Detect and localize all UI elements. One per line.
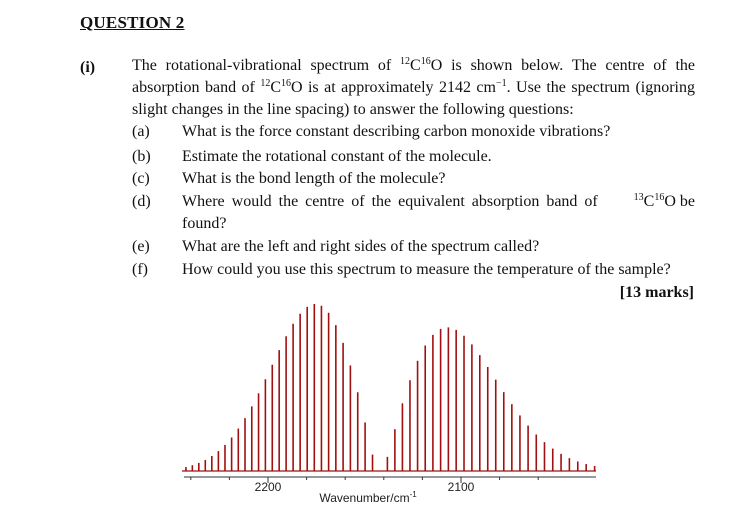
item-e-label: (e) xyxy=(132,238,150,255)
item-d-symbol-c: C xyxy=(643,193,655,210)
x-axis-ticks xyxy=(190,477,539,483)
isotope-symbol-c: C xyxy=(410,57,421,74)
item-e-text: What are the left and right sides of the… xyxy=(182,238,540,255)
intro-text-2: is shown below. The centre of the absorp… xyxy=(132,57,695,96)
item-f-label: (f) xyxy=(132,261,148,278)
tick-label-2200: 2200 xyxy=(255,480,282,494)
item-d-text-cont: found? xyxy=(182,215,227,232)
item-c-label: (c) xyxy=(132,170,150,187)
item-d-mass-c: 13 xyxy=(633,192,644,203)
isotope-symbol-o: O xyxy=(430,57,443,74)
isotope-mass-c: 12 xyxy=(400,56,411,67)
isotope-mass-c-2: 12 xyxy=(260,78,271,89)
intro-text-1: The rotational-vibrational spectrum of xyxy=(132,57,401,74)
item-d-mass-o: 16 xyxy=(654,192,665,203)
tick-label-2100: 2100 xyxy=(448,480,475,494)
item-d-text-pre: Where would the centre of the equivalent… xyxy=(182,193,598,210)
item-a-label: (a) xyxy=(132,123,150,140)
isotope-symbol-c-2: C xyxy=(270,79,281,96)
isotope-mass-o-2: 16 xyxy=(280,78,291,89)
item-c-text: What is the bond length of the molecule? xyxy=(182,170,446,187)
spectrum-lines xyxy=(182,304,596,472)
question-heading: QUESTION 2 xyxy=(80,13,185,32)
item-d-text: Where would the centre of the equivalent… xyxy=(182,191,695,213)
item-d-label: (d) xyxy=(132,193,151,210)
marks-total: [13 marks] xyxy=(619,284,694,301)
part-label: (i) xyxy=(80,59,96,76)
isotope-mass-o: 16 xyxy=(420,56,431,67)
item-f-text: How could you use this spectrum to measu… xyxy=(182,261,671,278)
isotope-symbol-o-2: O xyxy=(290,79,303,96)
item-d-symbol-o: O xyxy=(664,193,676,210)
item-d-text-post: be xyxy=(675,193,695,210)
unit-exponent: −1 xyxy=(495,78,507,89)
item-a-text: What is the force constant describing ca… xyxy=(182,123,611,140)
item-b-text: Estimate the rotational constant of the … xyxy=(182,148,492,165)
x-axis-title: Wavenumber/cm-1 xyxy=(319,490,417,505)
item-b-label: (b) xyxy=(132,148,151,165)
intro-text-3: is at approximately 2142 cm xyxy=(302,79,496,96)
intro-paragraph: The rotational-vibrational spectrum of 1… xyxy=(132,55,695,121)
intro-text-4: . Use the spectrum (ignoring slight chan… xyxy=(132,79,695,118)
